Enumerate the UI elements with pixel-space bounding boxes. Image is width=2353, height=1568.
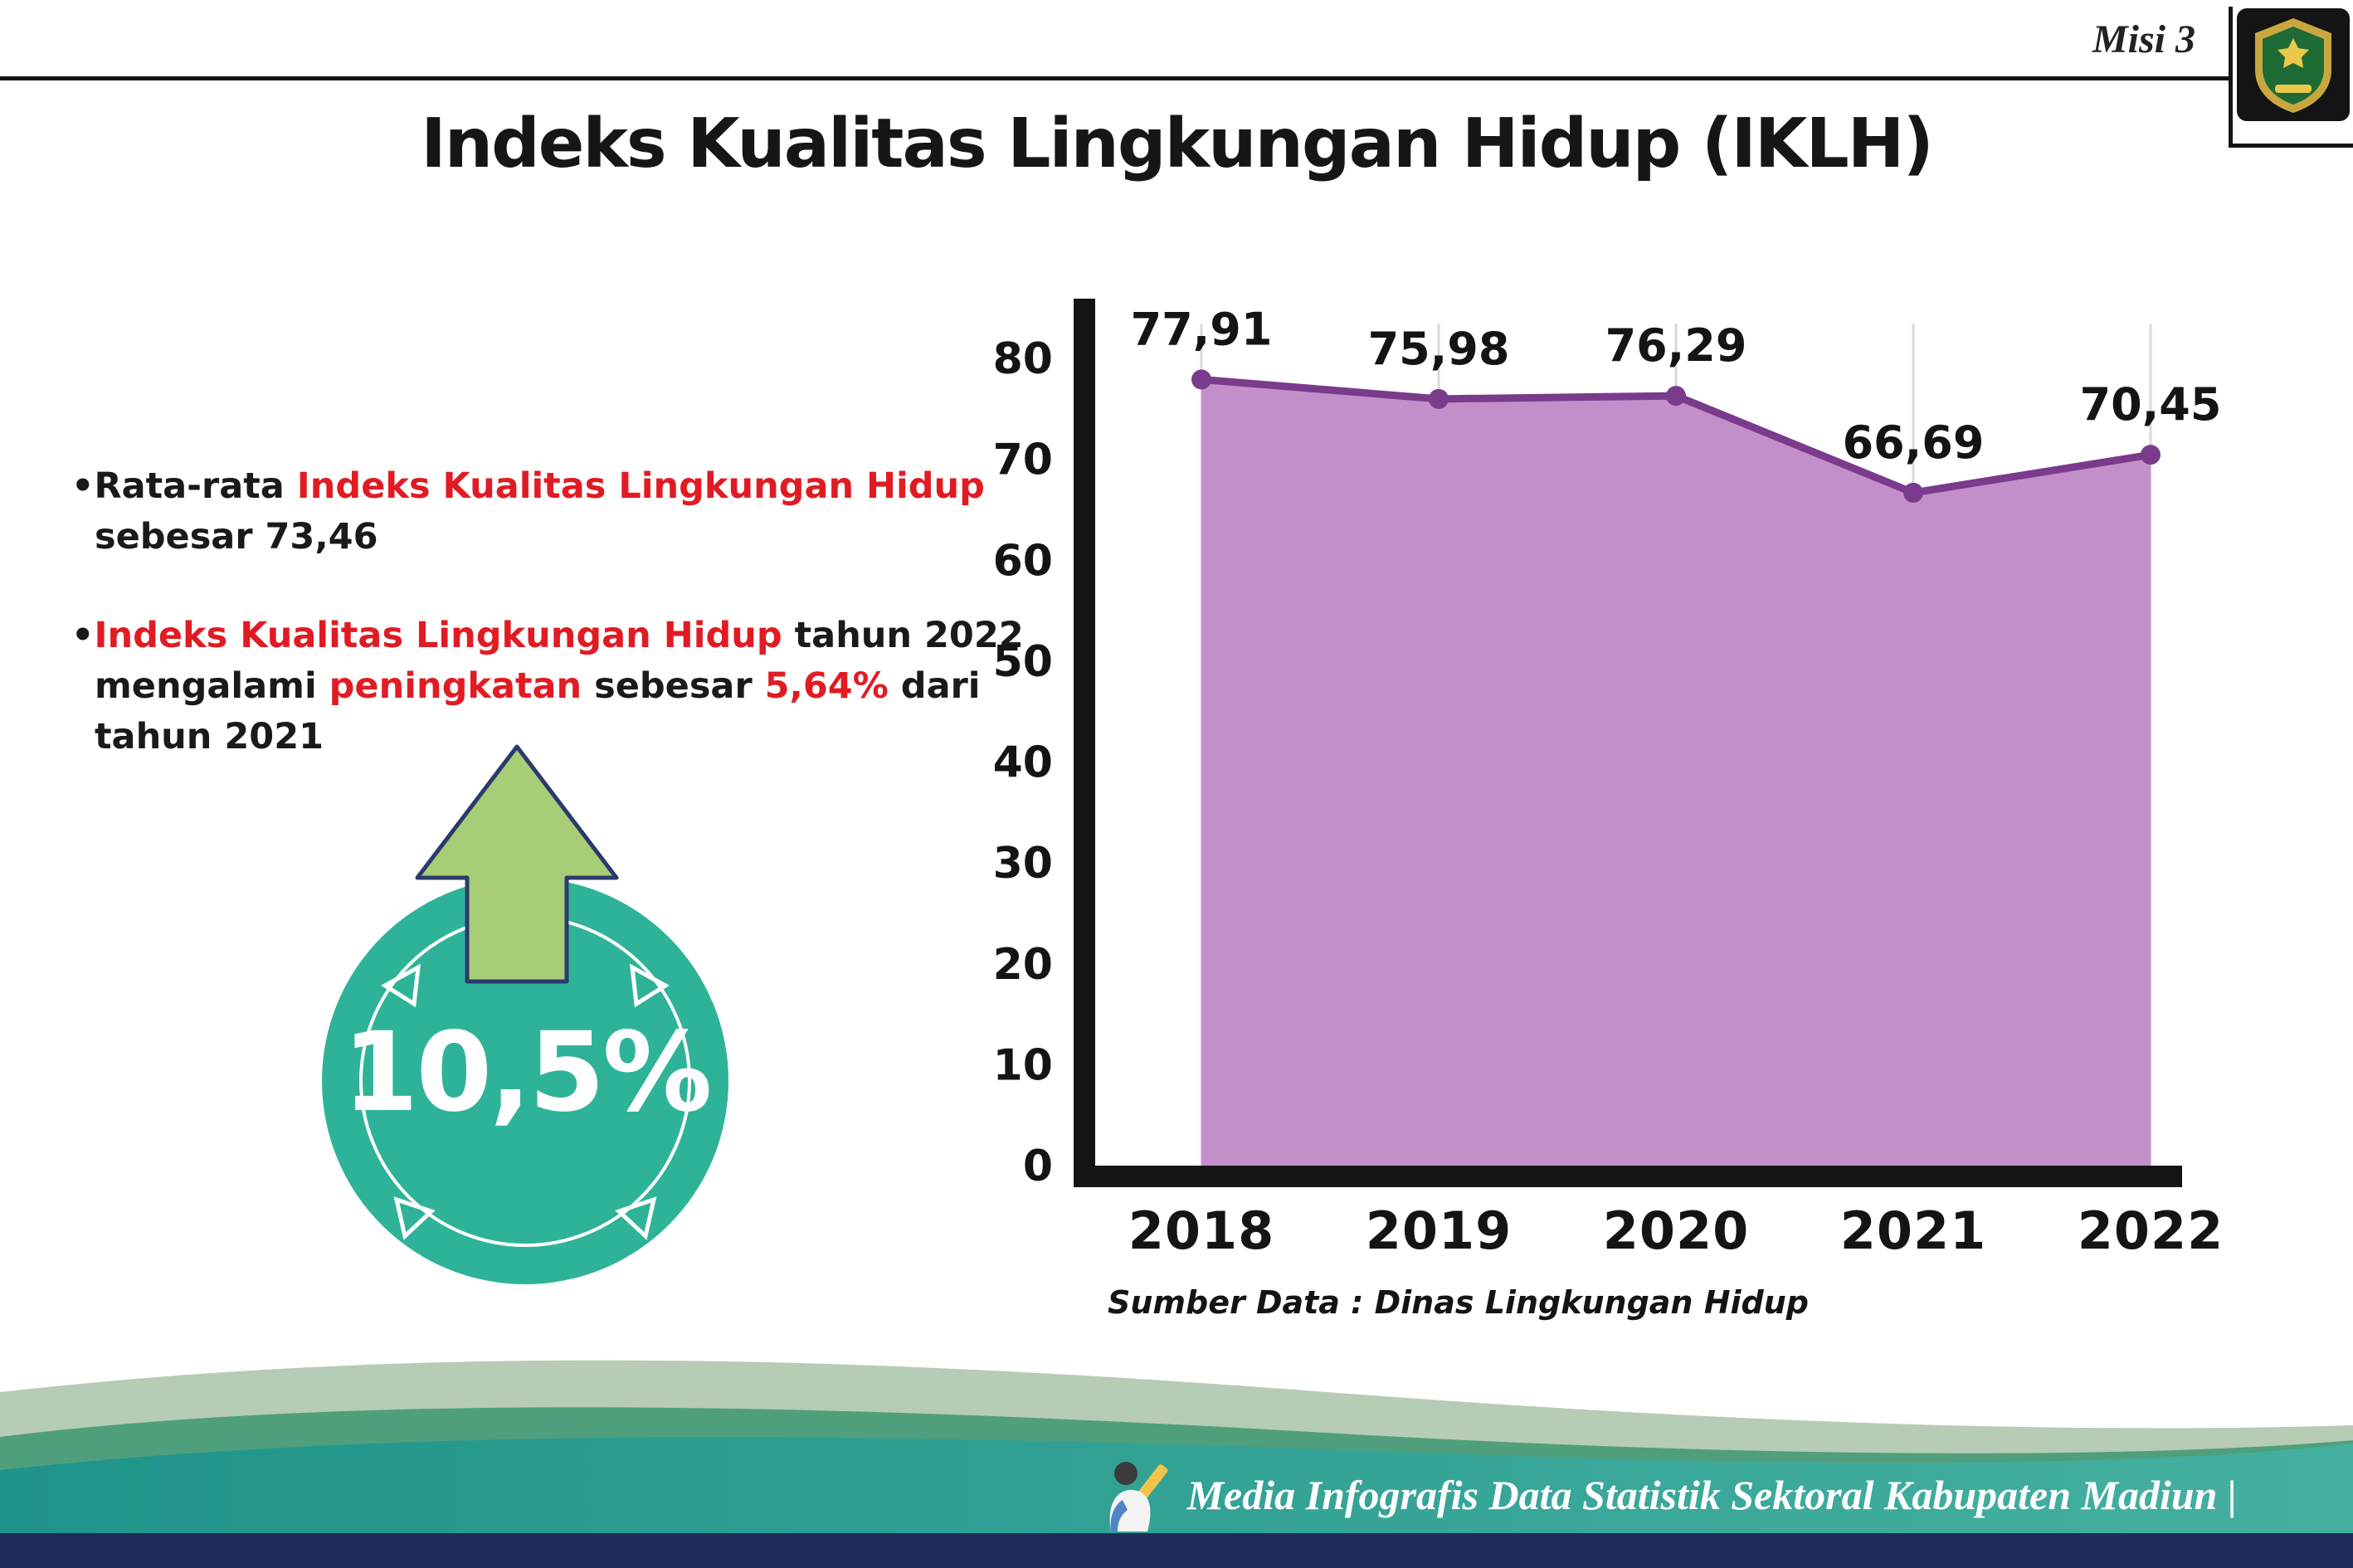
text-segment: tahun 2022 mengalami — [95, 615, 1024, 708]
chart-area — [1201, 379, 2151, 1166]
chart-source: Sumber Data : Dinas Lingkungan Hidup — [1108, 1284, 1809, 1321]
y-tick-label: 40 — [993, 738, 1053, 788]
text-segment: dari tahun 2021 — [95, 665, 981, 758]
text-segment-highlight: Indeks Kualitas Lingkungan Hidup — [296, 465, 985, 507]
chart-point — [1429, 388, 1449, 409]
y-tick-label: 0 — [1023, 1142, 1053, 1191]
chart-point — [1903, 482, 1923, 503]
point-value-label: 77,91 — [1131, 303, 1273, 355]
text-segment: sebesar — [582, 665, 765, 708]
x-axis — [1074, 1166, 2182, 1187]
point-value-label: 70,45 — [2080, 378, 2222, 431]
y-tick-label: 20 — [993, 940, 1053, 990]
x-tick-label: 2020 — [1603, 1200, 1750, 1261]
footer: Media Infografis Data Statistik Sektoral… — [0, 1344, 2353, 1568]
iklh-area-chart: 0 10 20 30 40 50 60 70 80 2018 2019 2020 2021 2022 77,… — [946, 274, 2240, 1344]
kabupaten-madiun-logo-icon — [2237, 8, 2350, 121]
page-title: Indeks Kualitas Lingkungan Hidup (IKLH) — [421, 105, 1934, 183]
y-axis — [1074, 299, 1095, 1187]
ring-triangle-icon — [381, 963, 421, 1008]
arrow-up-icon — [415, 744, 619, 984]
point-value-label: 75,98 — [1368, 323, 1510, 375]
text-segment: sebesar 73,46 — [95, 516, 378, 558]
y-tick-label: 30 — [993, 839, 1053, 889]
logo-frame — [2229, 7, 2353, 148]
y-tick-label: 10 — [993, 1040, 1053, 1090]
increase-badge: 10,5% — [314, 728, 745, 1301]
header-rule — [0, 76, 2229, 80]
misi-label: Misi 3 — [2092, 17, 2195, 61]
y-tick-label: 50 — [993, 637, 1053, 687]
chart-point — [1191, 369, 1211, 390]
footer-credit-text: Media Infografis Data Statistik Sektoral… — [1186, 1472, 2237, 1518]
bullet-average-iklh: •Rata-rata Indeks Kualitas Lingkungan Hi… — [71, 461, 1025, 562]
key-points: •Rata-rata Indeks Kualitas Lingkungan Hi… — [71, 461, 1025, 811]
y-tick-label: 80 — [993, 334, 1053, 384]
x-tick-label: 2022 — [2078, 1200, 2224, 1261]
ring-triangle-icon — [629, 963, 670, 1008]
chart-point — [2141, 445, 2161, 465]
text-segment-highlight: 5,64% — [764, 665, 889, 708]
y-tick-label: 70 — [993, 436, 1053, 485]
point-value-label: 76,29 — [1605, 319, 1747, 372]
footer-navy-strip — [0, 1533, 2353, 1568]
text-segment-highlight: peningkatan — [329, 665, 582, 708]
text-segment-highlight: Indeks Kualitas Lingkungan Hidup — [94, 615, 782, 657]
ring-triangle-icon — [393, 1196, 436, 1240]
x-tick-label: 2018 — [1128, 1200, 1275, 1261]
y-tick-label: 60 — [993, 536, 1053, 586]
mascot-icon — [1109, 1462, 1168, 1531]
increase-percent-value: 10,5% — [342, 1009, 713, 1137]
ring-triangle-icon — [615, 1196, 657, 1240]
bullet-increase-2022: •Indeks Kualitas Lingkungan Hidup tahun … — [71, 611, 1025, 762]
bullet-marker: • — [71, 615, 95, 657]
x-tick-label: 2019 — [1366, 1200, 1513, 1261]
increase-badge-graphic — [322, 744, 728, 1284]
bullet-marker: • — [71, 465, 95, 507]
badge-circle — [322, 878, 728, 1284]
text-segment: Rata-rata — [94, 465, 297, 507]
footer-waves — [0, 1360, 2353, 1568]
x-tick-label: 2021 — [1840, 1200, 1987, 1261]
chart-point — [1666, 386, 1686, 407]
chart-canvas: 0 10 20 30 40 50 60 70 80 2018 2019 2020 2021 2022 77,… — [993, 299, 2224, 1261]
point-value-label: 66,69 — [1843, 416, 1985, 469]
footer-credit: Media Infografis Data Statistik Sektoral… — [1098, 1455, 2237, 1535]
